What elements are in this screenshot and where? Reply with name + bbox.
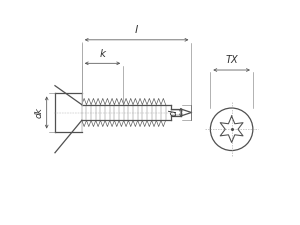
- Text: l: l: [135, 25, 138, 35]
- Text: dk: dk: [34, 107, 43, 118]
- Text: k: k: [100, 49, 106, 59]
- Text: d: d: [168, 109, 178, 116]
- Text: TX: TX: [225, 55, 238, 65]
